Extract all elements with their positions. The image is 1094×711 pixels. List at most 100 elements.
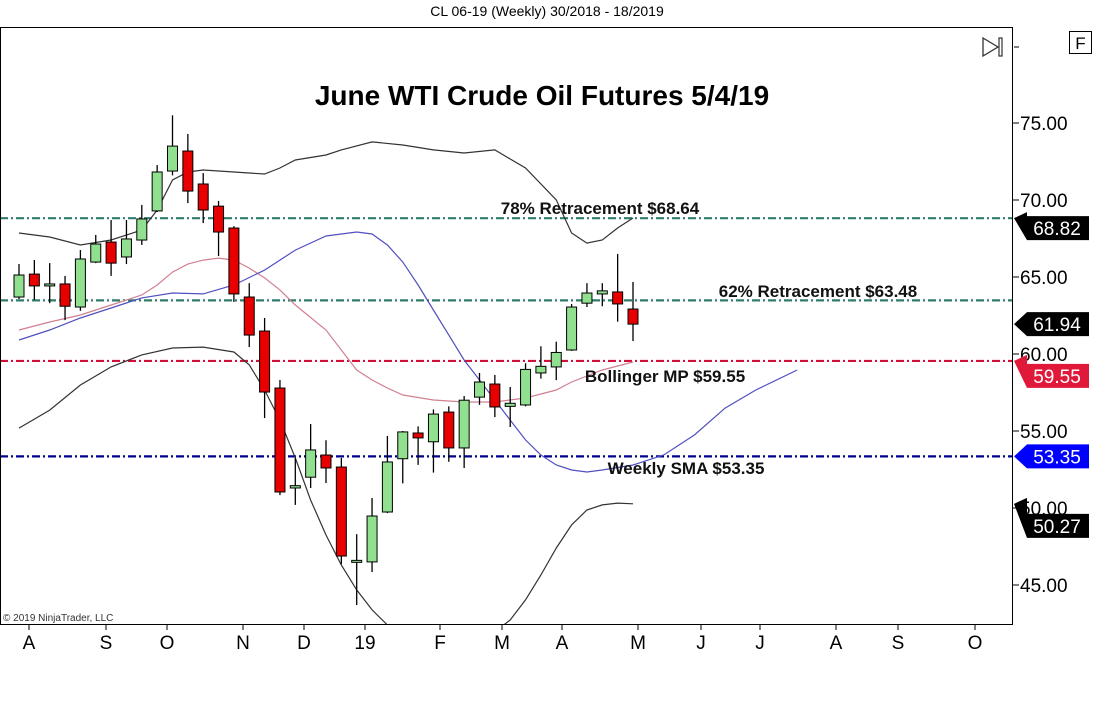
- candle-37: [581, 283, 593, 308]
- candle-body: [59, 283, 71, 307]
- candle-body: [535, 365, 547, 374]
- candle-body: [136, 218, 148, 241]
- candle-23: [366, 497, 378, 573]
- candle-body: [274, 387, 286, 493]
- svg-text:F: F: [1075, 34, 1085, 53]
- x-tick-label: A: [556, 633, 569, 654]
- candle-32: [504, 386, 516, 427]
- candle-39: [612, 253, 624, 322]
- candle-28: [443, 406, 455, 462]
- candle-4: [74, 250, 86, 311]
- candle-body: [28, 273, 40, 287]
- hline-label: 62% Retracement $63.48: [719, 282, 917, 301]
- price-marker-label: 68.82: [1033, 219, 1081, 240]
- x-tick-label: A: [830, 633, 843, 654]
- price-marker-label: 50.27: [1033, 517, 1081, 538]
- candle-27: [427, 409, 439, 473]
- price-marker-53.35: 53.35: [1014, 444, 1089, 469]
- hline-label: Bollinger MP $59.55: [585, 367, 745, 386]
- price-marker-tag: [1014, 354, 1089, 388]
- candle-body: [550, 351, 562, 368]
- f-button[interactable]: F: [1069, 31, 1092, 54]
- lower-band-line: [18, 346, 634, 624]
- candle-10: [167, 115, 178, 176]
- candle-body: [197, 183, 209, 211]
- candle-31: [489, 374, 501, 418]
- candle-body: [151, 171, 163, 212]
- x-tick-label: 19: [354, 633, 375, 654]
- weekly-sma-line: [18, 231, 798, 473]
- x-tick-label: A: [23, 633, 36, 654]
- candle-body: [458, 399, 470, 449]
- price-marker-50.27: 50.27: [1014, 497, 1089, 538]
- candle-0: [13, 264, 25, 300]
- price-marker-label: 61.94: [1033, 315, 1081, 336]
- candle-36: [566, 303, 578, 351]
- candle-19: [305, 424, 317, 488]
- candle-9: [151, 165, 163, 213]
- candle-body: [504, 402, 516, 407]
- hline-label: 78% Retracement $68.64: [501, 199, 700, 218]
- candle-25: [397, 431, 409, 484]
- candle-body: [443, 411, 455, 449]
- candle-body: [596, 290, 608, 295]
- price-marker-61.94: 61.94: [1014, 312, 1089, 337]
- copyright-text: © 2019 NinjaTrader, LLC: [3, 613, 113, 624]
- plot-area: [0, 27, 1013, 625]
- x-tick-label: J: [696, 633, 706, 654]
- candle-14: [228, 226, 240, 302]
- candle-body: [320, 454, 332, 469]
- candle-body: [566, 306, 578, 351]
- candle-7: [120, 220, 132, 265]
- candle-40: [627, 281, 639, 342]
- price-marker-tag: [1014, 444, 1089, 469]
- candle-body: [44, 283, 56, 287]
- x-tick-label: M: [630, 633, 646, 654]
- x-tick-label: O: [160, 633, 175, 654]
- candle-6: [105, 220, 117, 276]
- skip-to-end-icon[interactable]: [982, 36, 1003, 58]
- candle-body: [520, 368, 532, 406]
- candle-2: [44, 263, 56, 304]
- candle-body: [612, 291, 624, 305]
- candle-13: [213, 200, 225, 257]
- candle-33: [520, 363, 532, 407]
- y-tick-label: 55.00: [1020, 422, 1068, 443]
- price-marker-tag: [1014, 312, 1089, 337]
- candle-26: [412, 426, 424, 465]
- candle-body: [105, 241, 117, 264]
- candle-11: [182, 133, 194, 204]
- candle-body: [289, 485, 301, 489]
- candle-body: [581, 292, 593, 304]
- candle-38: [596, 283, 608, 307]
- x-tick-label: D: [297, 633, 311, 654]
- x-tick-label: N: [236, 633, 250, 654]
- y-tick-label: 75.00: [1020, 114, 1068, 135]
- candle-body: [412, 432, 424, 439]
- candle-body: [228, 227, 240, 295]
- x-tick-label: J: [755, 633, 765, 654]
- candle-3: [59, 275, 71, 321]
- price-marker-tag: [1014, 497, 1089, 538]
- candle-body: [167, 145, 178, 172]
- chart-title: June WTI Crude Oil Futures 5/4/19: [315, 80, 769, 111]
- candle-20: [320, 440, 332, 484]
- candle-body: [366, 515, 378, 563]
- price-marker-label: 59.55: [1033, 367, 1081, 388]
- price-marker-tag: [1014, 212, 1089, 241]
- candle-body: [90, 243, 102, 263]
- candle-body: [243, 296, 255, 336]
- x-tick-label: S: [100, 633, 113, 654]
- candle-17: [274, 380, 286, 496]
- candle-12: [197, 173, 209, 224]
- candle-body: [13, 274, 25, 298]
- candle-body: [397, 431, 409, 460]
- candle-body: [74, 258, 86, 308]
- x-tick-label: F: [434, 633, 446, 654]
- x-tick-label: O: [968, 633, 983, 654]
- y-tick-label: 60.00: [1020, 345, 1068, 366]
- x-tick-label: M: [494, 633, 510, 654]
- candle-30: [474, 372, 485, 405]
- candle-18: [289, 457, 301, 505]
